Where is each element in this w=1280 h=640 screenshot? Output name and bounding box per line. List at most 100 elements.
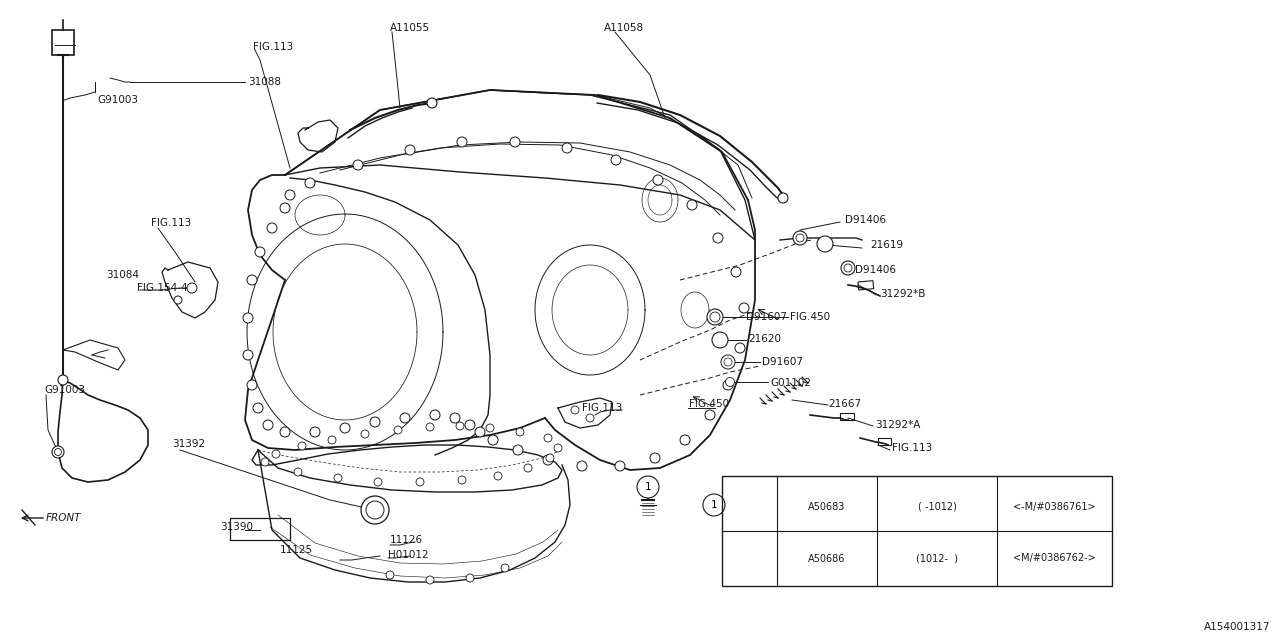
Circle shape — [451, 413, 460, 423]
Circle shape — [488, 435, 498, 445]
Circle shape — [577, 461, 588, 471]
Text: 1: 1 — [645, 482, 652, 492]
Bar — [52, 30, 74, 55]
Text: D91406: D91406 — [845, 215, 886, 225]
Circle shape — [796, 234, 804, 242]
Text: A11055: A11055 — [390, 23, 430, 33]
Circle shape — [544, 434, 552, 442]
Text: 31084: 31084 — [106, 270, 140, 280]
Circle shape — [637, 476, 659, 498]
Text: 31390: 31390 — [220, 522, 253, 532]
Circle shape — [426, 576, 434, 584]
Text: 21620: 21620 — [748, 334, 781, 344]
Circle shape — [723, 380, 733, 390]
Bar — [230, 518, 291, 540]
Circle shape — [310, 427, 320, 437]
Circle shape — [735, 343, 745, 353]
Circle shape — [650, 453, 660, 463]
Bar — [722, 476, 1112, 586]
Circle shape — [394, 426, 402, 434]
Circle shape — [494, 472, 502, 480]
Circle shape — [404, 145, 415, 155]
Circle shape — [328, 436, 337, 444]
Circle shape — [361, 430, 369, 438]
Circle shape — [247, 275, 257, 285]
Circle shape — [611, 155, 621, 165]
Circle shape — [361, 496, 389, 524]
Circle shape — [294, 468, 302, 476]
Text: 11125: 11125 — [280, 545, 314, 555]
Circle shape — [543, 455, 553, 465]
Circle shape — [58, 375, 68, 385]
Circle shape — [305, 178, 315, 188]
Circle shape — [703, 494, 724, 516]
Circle shape — [524, 464, 532, 472]
Text: 21667: 21667 — [828, 399, 861, 409]
Circle shape — [500, 564, 509, 572]
Text: (1012-  ): (1012- ) — [916, 554, 957, 563]
Circle shape — [739, 303, 749, 313]
Circle shape — [428, 98, 436, 108]
Circle shape — [475, 427, 485, 437]
Text: FIG.113: FIG.113 — [892, 443, 932, 453]
Circle shape — [334, 474, 342, 482]
Circle shape — [554, 444, 562, 452]
Text: <M/#0386762->: <M/#0386762-> — [1012, 554, 1096, 563]
Text: D91406: D91406 — [855, 265, 896, 275]
Text: FIG.154-4: FIG.154-4 — [137, 283, 188, 293]
Circle shape — [721, 355, 735, 369]
Circle shape — [466, 574, 474, 582]
Circle shape — [516, 428, 524, 436]
Circle shape — [705, 410, 716, 420]
Text: 11126: 11126 — [390, 535, 424, 545]
Circle shape — [353, 160, 364, 170]
Circle shape — [55, 449, 61, 456]
Bar — [858, 281, 874, 290]
Text: A11058: A11058 — [604, 23, 644, 33]
Circle shape — [174, 296, 182, 304]
Text: FIG.113: FIG.113 — [253, 42, 293, 52]
Circle shape — [255, 247, 265, 257]
Circle shape — [817, 236, 833, 252]
Circle shape — [52, 446, 64, 458]
Circle shape — [713, 233, 723, 243]
Circle shape — [724, 358, 732, 366]
Circle shape — [253, 403, 262, 413]
Bar — [878, 438, 891, 445]
Circle shape — [262, 420, 273, 430]
Text: 21619: 21619 — [870, 240, 904, 250]
Circle shape — [426, 423, 434, 431]
Circle shape — [710, 312, 721, 322]
Circle shape — [513, 445, 524, 455]
Circle shape — [243, 350, 253, 360]
Text: A50686: A50686 — [808, 554, 846, 563]
Circle shape — [614, 461, 625, 471]
Circle shape — [280, 203, 291, 213]
Text: 1: 1 — [710, 500, 717, 510]
Circle shape — [243, 313, 253, 323]
Text: FIG.450: FIG.450 — [689, 399, 730, 409]
Text: <-M/#0386761>: <-M/#0386761> — [1012, 502, 1096, 512]
Circle shape — [340, 423, 349, 433]
Circle shape — [387, 571, 394, 579]
Circle shape — [586, 414, 594, 422]
Text: 31292*A: 31292*A — [876, 420, 920, 430]
Bar — [840, 413, 854, 420]
Circle shape — [653, 175, 663, 185]
Text: FRONT: FRONT — [46, 513, 82, 523]
Circle shape — [370, 417, 380, 427]
Circle shape — [707, 309, 723, 325]
Text: G01102: G01102 — [771, 378, 812, 388]
Circle shape — [571, 406, 579, 414]
Circle shape — [247, 380, 257, 390]
Circle shape — [794, 231, 806, 245]
Text: A154001317: A154001317 — [1203, 622, 1270, 632]
Circle shape — [465, 420, 475, 430]
Circle shape — [416, 478, 424, 486]
Text: H01012: H01012 — [388, 550, 429, 560]
Text: FIG.113: FIG.113 — [582, 403, 622, 413]
Text: FIG.450: FIG.450 — [790, 312, 831, 322]
Text: 31292*B: 31292*B — [881, 289, 925, 299]
Circle shape — [486, 424, 494, 432]
Circle shape — [841, 261, 855, 275]
